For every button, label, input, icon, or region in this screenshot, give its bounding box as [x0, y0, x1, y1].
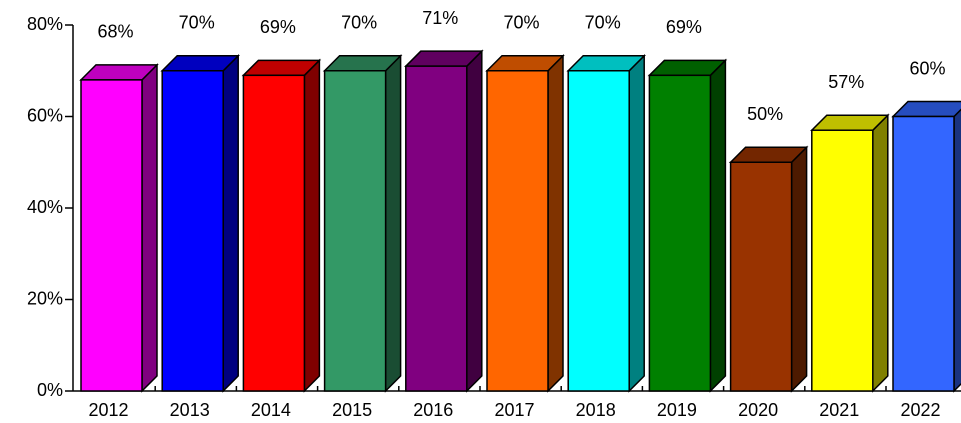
x-tick-label: 2012 — [88, 400, 128, 420]
value-label: 70% — [341, 13, 377, 33]
x-tick-label: 2022 — [900, 400, 940, 420]
x-tick-label: 2013 — [170, 400, 210, 420]
bar — [811, 129, 874, 392]
value-label: 70% — [585, 13, 621, 33]
bar — [323, 70, 387, 392]
bar-side — [466, 49, 483, 393]
value-label: 70% — [179, 13, 215, 33]
bar-side — [141, 63, 158, 393]
x-tick-label: 2014 — [251, 400, 291, 420]
bar-top — [891, 100, 961, 118]
value-label: 57% — [828, 72, 864, 92]
y-tick-label: 0% — [37, 380, 63, 400]
bar — [648, 74, 712, 392]
value-label: 71% — [422, 8, 458, 28]
bar — [161, 70, 224, 392]
bar-side — [872, 113, 889, 393]
y-tick-label: 40% — [27, 197, 63, 217]
x-tick-label: 2018 — [576, 400, 616, 420]
bar-side — [709, 58, 727, 393]
bar-side — [790, 145, 808, 393]
bar — [729, 161, 793, 392]
value-label: 69% — [260, 17, 296, 37]
bar — [242, 74, 306, 392]
x-tick-label: 2016 — [413, 400, 453, 420]
bar-side — [953, 108, 961, 393]
value-label: 70% — [503, 13, 539, 33]
value-label: 68% — [97, 22, 133, 42]
value-label: 69% — [666, 17, 702, 37]
bar-side — [628, 53, 645, 393]
bar — [892, 115, 955, 392]
bar-side — [547, 53, 564, 393]
x-tick-label: 2021 — [819, 400, 859, 420]
x-tick-label: 2019 — [657, 400, 697, 420]
y-tick-label: 20% — [27, 288, 63, 308]
bar-side — [303, 58, 321, 393]
bar — [80, 79, 143, 392]
x-tick-label: 2017 — [494, 400, 534, 420]
bar — [567, 70, 630, 392]
x-tick-label: 2015 — [332, 400, 372, 420]
x-tick-label: 2020 — [738, 400, 778, 420]
y-tick-label: 80% — [27, 14, 63, 34]
value-label: 60% — [909, 58, 945, 78]
value-label: 50% — [747, 104, 783, 124]
bar — [405, 65, 468, 392]
bar-side — [384, 53, 402, 393]
bar-side — [222, 53, 239, 393]
bar — [486, 70, 549, 392]
y-tick-label: 60% — [27, 105, 63, 125]
